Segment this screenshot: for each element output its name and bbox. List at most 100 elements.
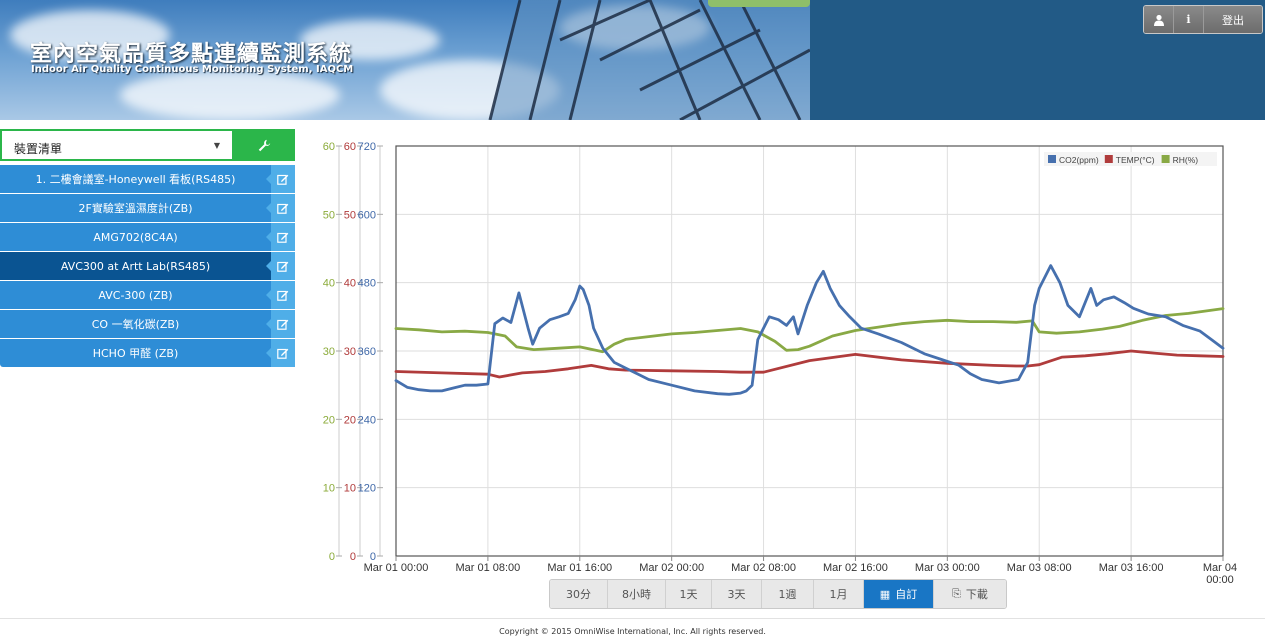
device-list-select-value: 裝置清單	[14, 142, 63, 156]
edit-device-button[interactable]	[266, 339, 295, 367]
device-list-item[interactable]: HCHO 甲醛 (ZB)	[0, 339, 295, 367]
x-axis-tick-label: Mar 01 16:00	[547, 562, 612, 574]
co2-axis-tick-label: 480	[358, 278, 376, 290]
series-line	[394, 264, 1225, 396]
header-banner: 室內空氣品質多點連續監測系統 Indoor Air Quality Contin…	[0, 0, 1265, 120]
edit-device-button[interactable]	[266, 281, 295, 309]
range-button-label: 8小時	[622, 588, 651, 601]
footer: Copyright © 2015 OmniWise International,…	[0, 618, 1265, 642]
temp-axis-tick-label: 60	[344, 141, 356, 153]
edit-device-button[interactable]	[266, 194, 295, 222]
legend-label: TEMP(°C)	[1116, 155, 1155, 165]
device-list-item-label: CO 一氧化碳(ZB)	[91, 318, 180, 331]
edit-device-button[interactable]	[266, 165, 295, 193]
app-subtitle: Indoor Air Quality Continuous Monitoring…	[31, 64, 354, 75]
temp-axis-tick-label: 30	[344, 346, 356, 358]
edit-device-button[interactable]	[266, 223, 295, 251]
range-button[interactable]: ⎘ 下載	[934, 580, 1006, 608]
edit-icon	[277, 348, 289, 359]
device-list-item-label: HCHO 甲醛 (ZB)	[92, 347, 179, 360]
range-button-label: 下載	[965, 588, 988, 601]
edit-icon	[277, 203, 289, 214]
device-list-item-label: 1. 二樓會議室-Honeywell 看板(RS485)	[35, 173, 236, 186]
device-list-item-label: AVC-300 (ZB)	[98, 288, 173, 302]
rh-axis-tick-label: 60	[323, 141, 335, 153]
chart-area: 0 10 20 30 40 50 60 0 10 20 30 40 50 60 0 120 240 360 480 6…	[310, 130, 1255, 590]
range-button[interactable]: 1月	[814, 580, 864, 608]
rh-axis-tick-label: 0	[329, 551, 335, 563]
info-button[interactable]: i	[1174, 6, 1204, 33]
range-button-label: 自訂	[895, 588, 918, 601]
device-list: 1. 二樓會議室-Honeywell 看板(RS485) 2F實驗室溫濕度計(ZB…	[0, 165, 295, 367]
device-list-item-label: AVC300 at Artt Lab(RS485)	[60, 259, 211, 273]
device-list-item[interactable]: AVC300 at Artt Lab(RS485)	[0, 252, 295, 280]
file-download-icon: ⎘	[952, 587, 961, 600]
temp-axis-tick-label: 20	[344, 414, 356, 426]
temp-axis-tick-label: 40	[344, 278, 356, 290]
range-button-label: 1週	[778, 588, 797, 601]
co2-axis-tick-label: 240	[358, 414, 376, 426]
device-list-item-label: 2F實驗室溫濕度計(ZB)	[78, 202, 193, 215]
co2-axis-tick-label: 0	[370, 551, 376, 563]
device-list-item[interactable]: AMG702(8C4A)	[0, 223, 295, 251]
legend-box	[1044, 152, 1217, 166]
range-button-label: 1天	[679, 588, 698, 601]
device-settings-button[interactable]	[234, 129, 295, 161]
edit-device-button[interactable]	[266, 310, 295, 338]
device-list-select[interactable]: 裝置清單 ▼	[0, 129, 234, 161]
range-button[interactable]: ▦ 自訂	[864, 580, 934, 608]
temp-axis-tick-label: 50	[344, 209, 356, 221]
edit-icon	[277, 174, 289, 185]
legend-swatch	[1048, 155, 1056, 163]
legend-label: RH(%)	[1173, 155, 1199, 165]
plot-frame	[395, 145, 1224, 557]
app-title: 室內空氣品質多點連續監測系統	[30, 42, 353, 67]
banner-tab-accent	[708, 0, 810, 7]
x-axis-tick-label: Mar 01 00:00	[364, 562, 429, 574]
header-button-group: i 登出	[1143, 5, 1263, 34]
calendar-icon: ▦	[879, 587, 891, 601]
temp-axis-tick-label: 0	[350, 551, 356, 563]
range-button[interactable]: 30分	[550, 580, 608, 608]
range-button-label: 1月	[829, 588, 848, 601]
device-list-item-label: AMG702(8C4A)	[93, 230, 178, 244]
x-axis-tick-label: Mar 04 00:00	[1203, 562, 1237, 586]
device-list-item[interactable]: 1. 二樓會議室-Honeywell 看板(RS485)	[0, 165, 295, 193]
sensor-line-chart: 0102030405060010203040506001202403604806…	[323, 141, 1237, 586]
range-button[interactable]: 1週	[762, 580, 814, 608]
x-axis-tick-label: Mar 03 16:00	[1099, 562, 1164, 574]
edit-device-button[interactable]	[266, 252, 295, 280]
series-line	[394, 349, 1225, 379]
user-icon	[1153, 14, 1164, 26]
co2-axis-tick-label: 120	[358, 483, 376, 495]
range-button[interactable]: 8小時	[608, 580, 666, 608]
sidebar: 裝置清單 ▼ 1. 二樓會議室-Honeywell 看板(RS485) 2F實驗室…	[0, 129, 295, 368]
rh-axis-tick-label: 10	[323, 483, 335, 495]
co2-axis-tick-label: 600	[358, 209, 376, 221]
edit-icon	[277, 261, 289, 272]
device-list-item[interactable]: CO 一氧化碳(ZB)	[0, 310, 295, 338]
logout-button[interactable]: 登出	[1204, 6, 1262, 33]
user-button[interactable]	[1144, 6, 1174, 33]
x-axis-tick-label: Mar 02 00:00	[639, 562, 704, 574]
banner-image	[0, 0, 810, 120]
time-range-buttons: 30分 8小時 1天 3天 1週 1月 ▦ 自訂 ⎘ 下載	[549, 579, 1007, 609]
x-axis-tick-label: Mar 01 08:00	[455, 562, 520, 574]
range-button-label: 30分	[566, 588, 591, 601]
x-axis-tick-label: Mar 03 08:00	[1007, 562, 1072, 574]
range-button[interactable]: 3天	[712, 580, 762, 608]
info-icon: i	[1186, 13, 1191, 26]
rh-axis-tick-label: 40	[323, 278, 335, 290]
device-list-item[interactable]: AVC-300 (ZB)	[0, 281, 295, 309]
co2-axis-tick-label: 360	[358, 346, 376, 358]
edit-icon	[277, 290, 289, 301]
x-axis-tick-label: Mar 02 08:00	[731, 562, 796, 574]
x-axis-tick-label: Mar 02 16:00	[823, 562, 888, 574]
legend-label: CO2(ppm)	[1059, 155, 1099, 165]
range-button[interactable]: 1天	[666, 580, 712, 608]
legend-swatch	[1104, 155, 1113, 163]
glass-building-graphic	[488, 0, 810, 120]
wrench-icon	[258, 139, 271, 151]
device-list-item[interactable]: 2F實驗室溫濕度計(ZB)	[0, 194, 295, 222]
caret-down-icon: ▼	[213, 141, 220, 150]
